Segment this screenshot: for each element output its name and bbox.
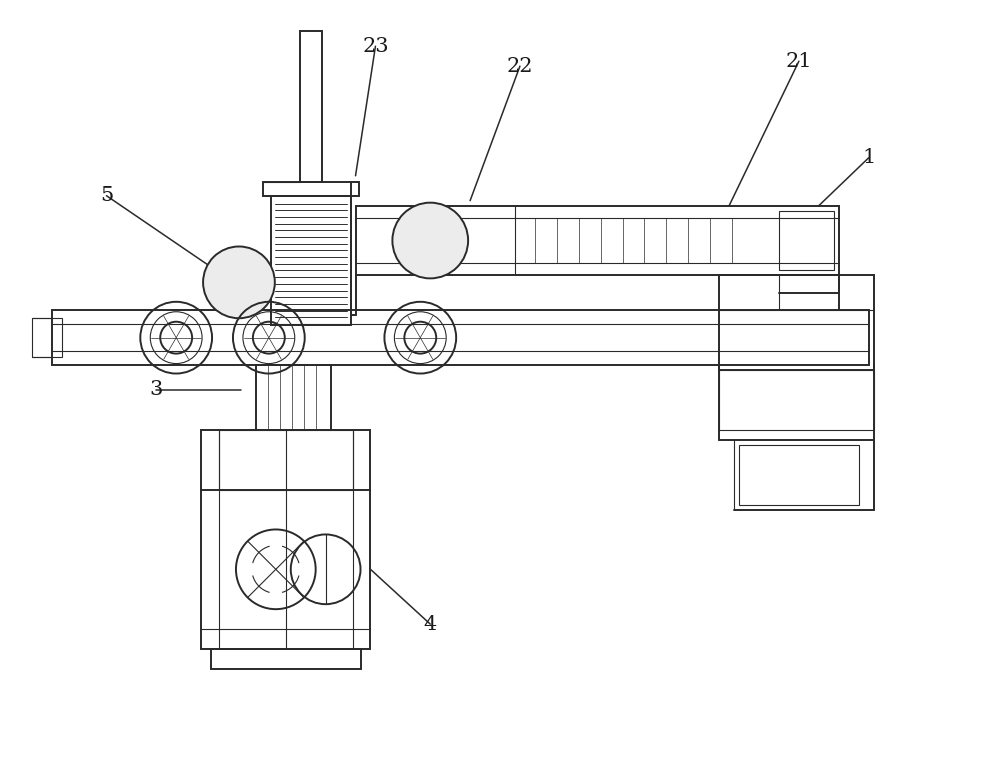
Bar [201,430,370,649]
Bar [271,196,351,325]
Bar [211,649,361,669]
Bar [356,206,839,275]
Text: 5: 5 [100,186,113,206]
Bar [256,365,331,430]
Bar [719,275,874,370]
Bar [719,370,874,430]
Circle shape [392,202,468,278]
Text: 22: 22 [507,57,533,76]
Text: 21: 21 [786,52,812,71]
Text: 1: 1 [862,148,875,167]
Bar [263,182,359,196]
Text: 23: 23 [362,37,389,56]
Circle shape [203,247,275,319]
Bar [779,211,834,270]
Bar [32,319,62,357]
Text: 4: 4 [424,614,437,633]
Bar [219,430,353,490]
Text: 3: 3 [150,380,163,400]
Bar [52,310,869,365]
Bar [300,31,322,182]
Bar [739,445,859,504]
